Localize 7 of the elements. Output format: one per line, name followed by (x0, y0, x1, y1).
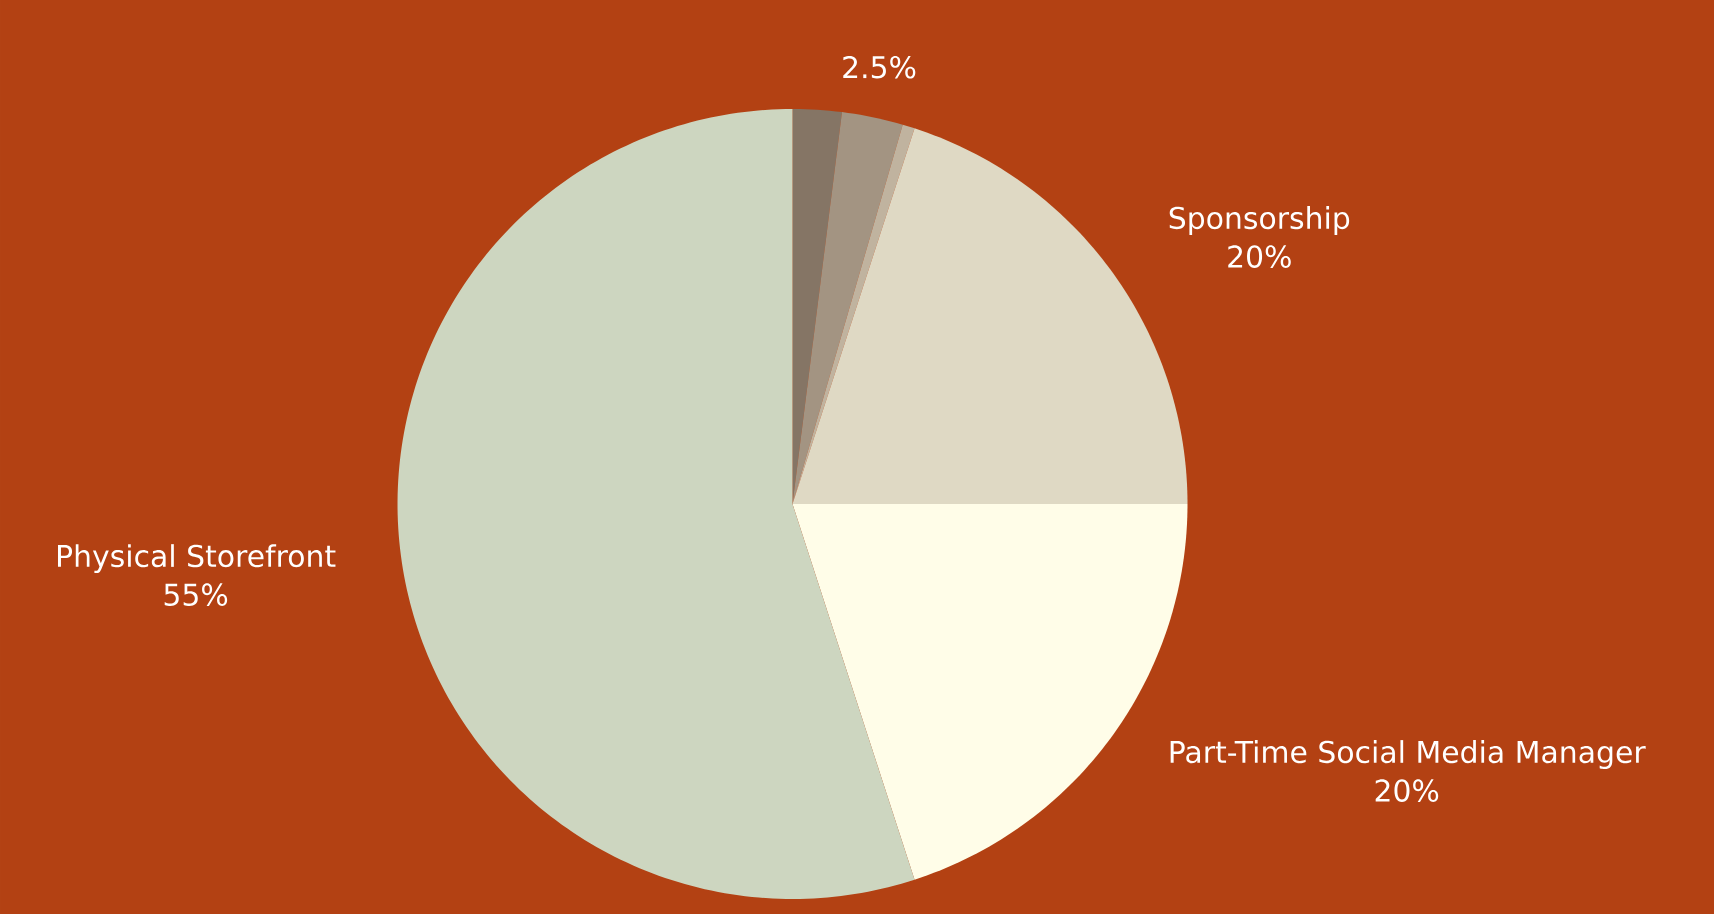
slice-label: Physical Storefront (57, 544, 336, 574)
data-label: 55% (164, 583, 228, 606)
slice-label: Part-Time Social Media Manager (1170, 740, 1646, 770)
data-label: 2.5% (843, 55, 916, 79)
data-label: 20% (1375, 779, 1439, 802)
slice-label: Sponsorship (1169, 206, 1350, 236)
data-label: 20% (1228, 245, 1291, 268)
